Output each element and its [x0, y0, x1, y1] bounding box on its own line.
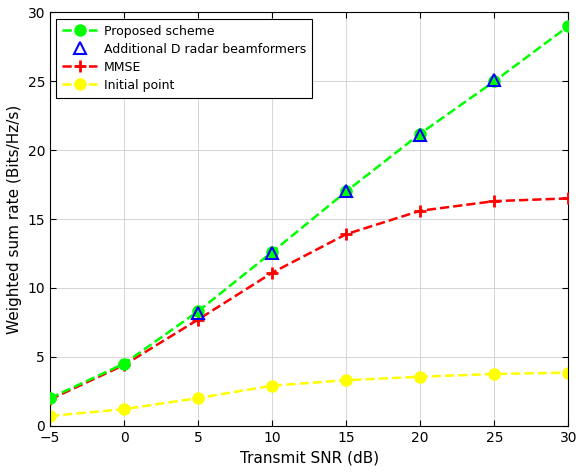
Proposed scheme: [120, 361, 127, 366]
Proposed scheme: [417, 131, 424, 136]
Initial point: [120, 406, 127, 412]
X-axis label: Transmit SNR (dB): Transmit SNR (dB): [239, 450, 378, 465]
MMSE: [417, 208, 424, 214]
Proposed scheme: [269, 249, 276, 255]
Line: MMSE: MMSE: [44, 192, 575, 406]
Proposed scheme: [47, 395, 54, 401]
Additional D radar beamformers: [491, 77, 498, 83]
Additional D radar beamformers: [194, 310, 201, 315]
Additional D radar beamformers: [269, 251, 276, 256]
Initial point: [417, 374, 424, 379]
MMSE: [491, 198, 498, 204]
MMSE: [47, 396, 54, 402]
Additional D radar beamformers: [343, 189, 350, 194]
Proposed scheme: [565, 24, 572, 29]
Line: Proposed scheme: Proposed scheme: [44, 21, 574, 404]
Initial point: [491, 371, 498, 377]
MMSE: [343, 231, 350, 237]
Y-axis label: Weighted sum rate (Bits/Hz/s): Weighted sum rate (Bits/Hz/s): [7, 104, 22, 334]
Legend: Proposed scheme, Additional D radar beamformers, MMSE, Initial point: Proposed scheme, Additional D radar beam…: [56, 19, 312, 98]
Proposed scheme: [194, 309, 201, 314]
Proposed scheme: [343, 189, 350, 194]
Proposed scheme: [491, 78, 498, 84]
Initial point: [47, 413, 54, 419]
Initial point: [269, 383, 276, 388]
MMSE: [269, 270, 276, 276]
MMSE: [120, 362, 127, 368]
Additional D radar beamformers: [417, 132, 424, 138]
Line: Additional D radar beamformers: Additional D radar beamformers: [192, 74, 500, 319]
Initial point: [194, 395, 201, 401]
MMSE: [194, 317, 201, 322]
MMSE: [565, 195, 572, 201]
Line: Initial point: Initial point: [44, 367, 574, 421]
Initial point: [343, 377, 350, 383]
Initial point: [565, 370, 572, 375]
